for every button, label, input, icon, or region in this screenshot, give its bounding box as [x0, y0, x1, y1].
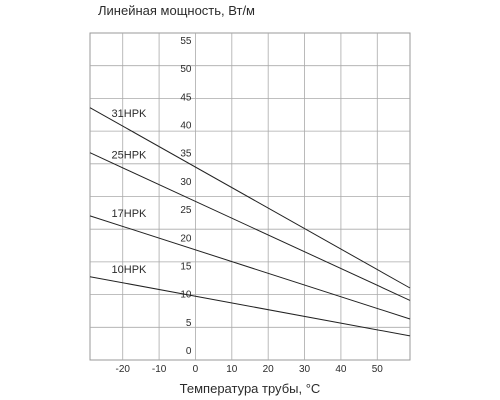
y-tick-label: 20	[180, 233, 192, 244]
y-tick-label: 55	[180, 36, 192, 47]
x-tick-label: -20	[116, 364, 131, 375]
y-tick-label: 45	[180, 92, 192, 103]
x-tick-label: 40	[335, 364, 347, 375]
series-line	[89, 276, 411, 337]
y-tick-label: 35	[180, 149, 192, 160]
series-line	[89, 152, 411, 301]
y-axis-title: Линейная мощность, Вт/м	[98, 3, 255, 18]
y-tick-label: 30	[180, 177, 192, 188]
x-tick-label: 0	[193, 364, 199, 375]
series-label: 31HPK	[112, 108, 148, 120]
y-tick-label: 10	[180, 290, 192, 301]
x-tick-label: -10	[152, 364, 167, 375]
x-tick-label: 20	[263, 364, 275, 375]
x-tick-label: 50	[372, 364, 384, 375]
y-tick-label: 0	[186, 346, 192, 357]
y-tick-label: 5	[186, 318, 192, 329]
series-line	[89, 107, 411, 289]
series-label: 17HPK	[112, 208, 148, 220]
series-line	[89, 215, 411, 320]
y-tick-label: 40	[180, 121, 192, 132]
x-tick-label: 30	[299, 364, 311, 375]
y-tick-label: 25	[180, 205, 192, 216]
series-label: 25HPK	[112, 150, 148, 162]
y-tick-label: 50	[180, 64, 192, 75]
x-tick-label: 10	[226, 364, 238, 375]
series-label: 10HPK	[112, 264, 148, 276]
y-tick-label: 15	[180, 261, 192, 272]
x-axis-title: Температура трубы, °С	[179, 381, 321, 396]
